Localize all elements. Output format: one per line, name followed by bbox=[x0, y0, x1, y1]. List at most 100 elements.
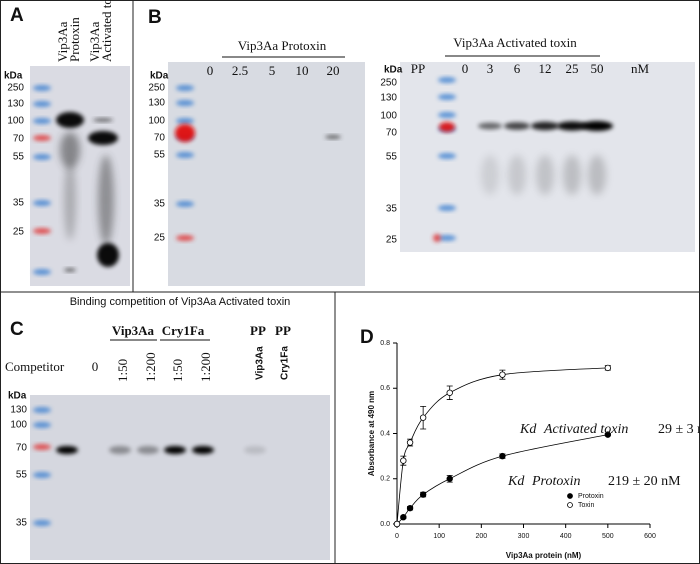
band bbox=[33, 101, 51, 107]
band bbox=[176, 152, 194, 158]
concentration: 20 bbox=[327, 63, 340, 78]
band bbox=[56, 112, 84, 128]
band bbox=[581, 121, 613, 131]
band bbox=[33, 407, 51, 413]
band bbox=[164, 446, 186, 454]
band bbox=[438, 112, 456, 118]
band bbox=[536, 155, 554, 195]
concentration: 2.5 bbox=[232, 63, 248, 78]
ratio-label: 1:200 bbox=[198, 352, 213, 382]
band bbox=[33, 472, 51, 478]
annotation-label: Activated toxin bbox=[543, 422, 628, 437]
band bbox=[56, 446, 78, 454]
pp-label: PP bbox=[411, 61, 425, 76]
lane-label: Vip3Aa bbox=[87, 21, 102, 62]
concentration: 0 bbox=[92, 359, 99, 374]
ratio-label: 1:200 bbox=[143, 352, 158, 382]
band bbox=[508, 155, 526, 195]
blot bbox=[168, 62, 365, 286]
marker-label: 130 bbox=[380, 93, 397, 104]
y-tick-label: 0.0 bbox=[380, 521, 390, 528]
legend-label: Protoxin bbox=[578, 493, 604, 500]
band bbox=[176, 85, 194, 91]
kda-label: kDa bbox=[8, 391, 27, 402]
band bbox=[97, 243, 119, 267]
data-point bbox=[406, 439, 414, 446]
concentration: 50 bbox=[591, 61, 604, 76]
band bbox=[176, 235, 194, 241]
annotation-value: 29 ± 3 nM bbox=[658, 422, 700, 437]
concentration: 0 bbox=[207, 63, 214, 78]
concentration: 25 bbox=[566, 61, 579, 76]
data-point bbox=[446, 475, 453, 482]
data-point bbox=[393, 520, 401, 528]
x-tick-label: 100 bbox=[433, 533, 445, 540]
marker-label: 35 bbox=[13, 198, 25, 209]
band bbox=[33, 154, 51, 160]
pp-label: PP bbox=[250, 323, 266, 338]
marker-label: 55 bbox=[16, 470, 28, 481]
pp-lane-label: Cry1Fa bbox=[280, 346, 291, 380]
band bbox=[33, 269, 51, 275]
marker-label: 250 bbox=[380, 78, 397, 89]
panel-letter: B bbox=[148, 7, 162, 28]
group-label: Vip3Aa bbox=[112, 323, 155, 338]
band bbox=[33, 200, 51, 206]
concentration: 5 bbox=[269, 63, 276, 78]
band bbox=[98, 155, 114, 245]
lane-label: Activated toxin bbox=[99, 0, 114, 62]
marker-label: 35 bbox=[16, 518, 28, 529]
band bbox=[33, 135, 51, 141]
marker-label: 35 bbox=[154, 199, 166, 210]
kda-label: kDa bbox=[384, 65, 403, 76]
y-axis-label: Absorbance at 490 nm bbox=[367, 391, 376, 476]
y-tick-label: 0.6 bbox=[380, 385, 390, 392]
data-point bbox=[604, 364, 612, 372]
marker-label: 100 bbox=[148, 116, 165, 127]
concentration: 12 bbox=[539, 61, 552, 76]
band bbox=[88, 131, 118, 145]
ratio-label: 1:50 bbox=[170, 359, 185, 382]
y-tick-label: 0.8 bbox=[380, 340, 390, 347]
band bbox=[176, 118, 194, 124]
band bbox=[244, 446, 266, 454]
data-point bbox=[406, 504, 414, 512]
band bbox=[439, 122, 455, 132]
concentration: 0 bbox=[462, 61, 469, 76]
band bbox=[481, 155, 499, 195]
pp-label: PP bbox=[275, 323, 291, 338]
blot-title: Vip3Aa Protoxin bbox=[238, 38, 327, 53]
band bbox=[478, 122, 502, 130]
kd-label: Kd bbox=[519, 422, 537, 437]
data-point bbox=[499, 452, 506, 460]
marker-label: 100 bbox=[10, 420, 27, 431]
panel-letter: A bbox=[10, 5, 24, 26]
lane-label: Protoxin bbox=[67, 17, 82, 62]
x-tick-label: 200 bbox=[475, 533, 487, 540]
band bbox=[33, 85, 51, 91]
marker-label: 70 bbox=[154, 133, 166, 144]
band bbox=[192, 446, 214, 454]
annotation-value: 219 ± 20 nM bbox=[608, 474, 681, 489]
panel-letter: C bbox=[10, 319, 24, 340]
legend-label: Toxin bbox=[578, 502, 594, 509]
marker-label: 250 bbox=[148, 83, 165, 94]
marker-label: 70 bbox=[386, 128, 398, 139]
blot bbox=[30, 395, 330, 560]
annotation-label: Protoxin bbox=[531, 474, 580, 489]
x-axis-label: Vip3Aa protein (nM) bbox=[506, 551, 582, 560]
panel-letter: D bbox=[360, 327, 374, 348]
band bbox=[438, 94, 456, 100]
marker-label: 25 bbox=[386, 235, 398, 246]
band bbox=[325, 135, 341, 139]
ratio-label: 1:50 bbox=[115, 359, 130, 382]
y-tick-label: 0.2 bbox=[380, 476, 390, 483]
data-point bbox=[419, 491, 427, 498]
data-point bbox=[604, 431, 612, 438]
kda-label: kDa bbox=[150, 71, 169, 82]
competitor-label: Competitor bbox=[5, 359, 65, 374]
marker-label: 100 bbox=[7, 116, 24, 127]
band bbox=[504, 122, 530, 130]
band bbox=[33, 444, 51, 450]
group-label: Cry1Fa bbox=[162, 323, 205, 338]
